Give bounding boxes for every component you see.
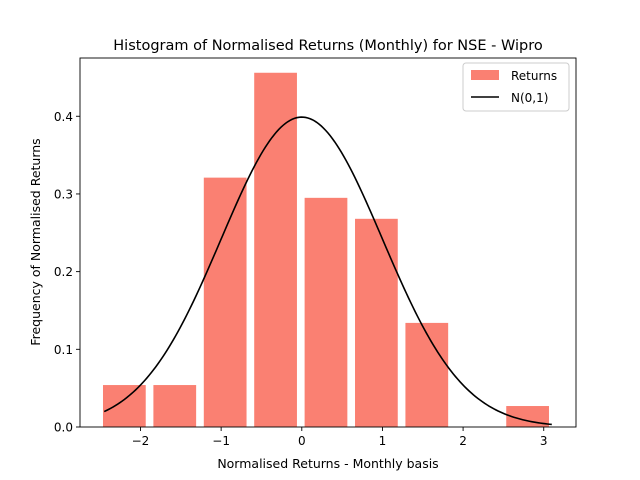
legend-label-returns: Returns (511, 69, 557, 83)
x-tick-label: 1 (379, 434, 387, 448)
histogram-bar (304, 197, 348, 427)
x-tick-label: 0 (298, 434, 306, 448)
histogram-bar (506, 406, 549, 427)
axes-frame (79, 57, 577, 428)
y-axis-label: Frequency of Normalised Returns (28, 138, 43, 345)
x-tick-label: 2 (459, 434, 467, 448)
histogram-bar (203, 177, 247, 427)
y-tick-label: 0.3 (54, 187, 73, 201)
histogram-bar (153, 385, 197, 427)
x-tick-label: −2 (132, 434, 150, 448)
legend-swatch-returns (471, 70, 499, 80)
chart-title: Histogram of Normalised Returns (Monthly… (113, 38, 543, 54)
normal-curve-line (103, 116, 552, 426)
histogram-bar (355, 218, 398, 427)
legend: Returns N(0,1) (462, 62, 570, 112)
histogram-bar (405, 322, 449, 427)
y-tick-label: 0.1 (54, 343, 73, 357)
y-tick-label: 0.2 (54, 265, 73, 279)
y-tick-label: 0.0 (54, 421, 73, 435)
legend-label-normal: N(0,1) (511, 91, 548, 105)
x-tick-label: −1 (212, 434, 230, 448)
y-tick-label: 0.4 (54, 110, 73, 124)
plot-area: −2 −1 0 1 2 3 0.0 0.1 0.2 0.3 0.4 (54, 57, 577, 448)
x-tick-label: 3 (540, 434, 548, 448)
histogram-bar (254, 72, 297, 427)
histogram-bar (102, 385, 146, 427)
x-axis-label: Normalised Returns - Monthly basis (217, 456, 438, 471)
